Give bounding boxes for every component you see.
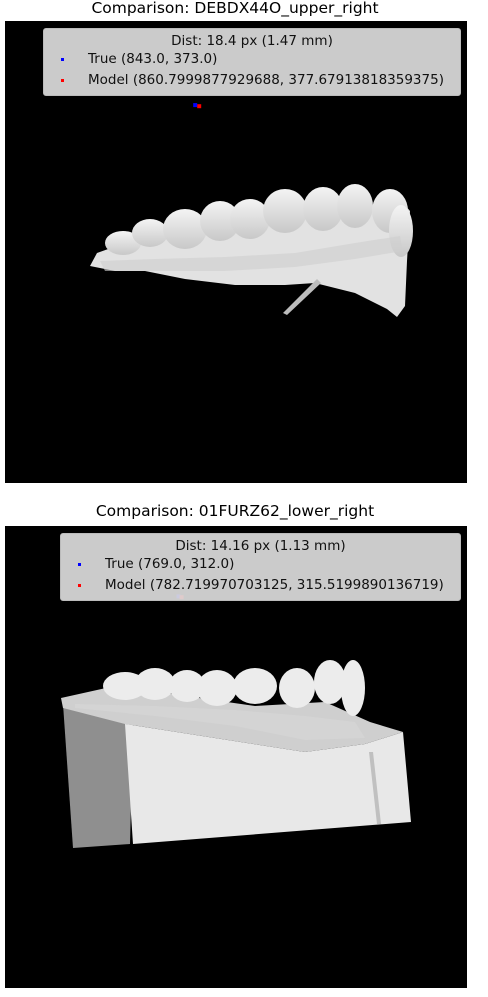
chart-panel-lower: Comparison: 01FURZ62_lower_right [0,502,488,992]
dental-scan-render [90,103,413,317]
chart-panel-upper: Comparison: DEBDX44O_upper_right [0,0,488,488]
legend-item-model: Model (782.719970703125, 315.51998901367… [61,575,460,596]
legend: Dist: 14.16 px (1.13 mm) True (769.0, 31… [60,533,461,601]
legend-marker-true [78,563,81,566]
scan-spur [283,279,321,315]
legend-title: Dist: 14.16 px (1.13 mm) [175,538,346,554]
legend-label-model: Model (860.7999877929688, 377.6791381835… [88,72,444,88]
legend-item-true: True (769.0, 312.0) [61,554,460,575]
model-point [197,104,202,109]
legend-item-true: True (843.0, 373.0) [44,49,460,70]
dental-scan-render [61,594,411,848]
teeth-row [103,660,365,716]
legend: Dist: 18.4 px (1.47 mm) True (843.0, 373… [43,28,461,96]
legend-marker-model [78,584,81,587]
teeth-row [105,184,413,257]
point-markers [193,103,202,109]
model-base-edge [369,752,381,824]
true-point [193,103,198,108]
legend-marker-true [61,58,64,61]
legend-label-true: True (843.0, 373.0) [88,51,218,67]
legend-label-model: Model (782.719970703125, 315.51998901367… [105,577,444,593]
model-base-front [63,704,133,848]
gum-shade [75,704,365,740]
chart-title: Comparison: 01FURZ62_lower_right [95,502,375,520]
plot-area: Dist: 18.4 px (1.47 mm) True (843.0, 373… [5,21,467,483]
legend-title: Dist: 18.4 px (1.47 mm) [171,33,333,49]
legend-item-model: Model (860.7999877929688, 377.6791381835… [44,70,460,91]
gum-shadow [100,236,403,271]
legend-label-true: True (769.0, 312.0) [105,556,235,572]
plot-area: Dist: 14.16 px (1.13 mm) True (769.0, 31… [5,526,467,988]
model-base-side [125,724,411,844]
chart-title: Comparison: DEBDX44O_upper_right [91,0,379,17]
legend-marker-model [61,79,64,82]
